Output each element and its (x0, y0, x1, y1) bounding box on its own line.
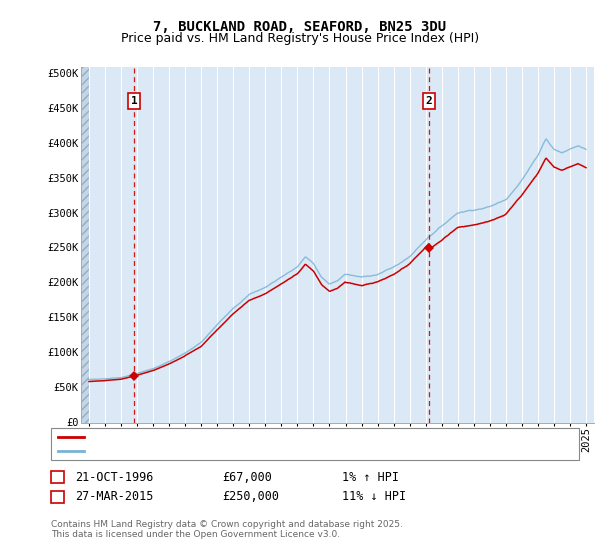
Text: Price paid vs. HM Land Registry's House Price Index (HPI): Price paid vs. HM Land Registry's House … (121, 32, 479, 45)
Text: £400K: £400K (47, 139, 79, 149)
Bar (81, 67, 89, 423)
Text: 7, BUCKLAND ROAD, SEAFORD, BN25 3DU (semi-detached house): 7, BUCKLAND ROAD, SEAFORD, BN25 3DU (sem… (89, 432, 457, 442)
Text: 2: 2 (54, 490, 61, 503)
Text: £450K: £450K (47, 104, 79, 114)
Text: 21-OCT-1996: 21-OCT-1996 (75, 470, 154, 484)
Text: Contains HM Land Registry data © Crown copyright and database right 2025.
This d: Contains HM Land Registry data © Crown c… (51, 520, 403, 539)
Text: £250,000: £250,000 (222, 490, 279, 503)
Text: 1: 1 (131, 96, 137, 106)
Text: 1: 1 (54, 470, 61, 484)
Text: £250K: £250K (47, 244, 79, 254)
Text: £67,000: £67,000 (222, 470, 272, 484)
Text: £200K: £200K (47, 278, 79, 288)
Text: 2: 2 (425, 96, 432, 106)
Text: 11% ↓ HPI: 11% ↓ HPI (342, 490, 406, 503)
Text: £50K: £50K (53, 383, 79, 393)
Text: 1% ↑ HPI: 1% ↑ HPI (342, 470, 399, 484)
Text: £300K: £300K (47, 209, 79, 218)
Text: £500K: £500K (47, 69, 79, 79)
Text: HPI: Average price, semi-detached house, Lewes: HPI: Average price, semi-detached house,… (89, 446, 361, 456)
Text: £0: £0 (66, 418, 79, 428)
Text: £100K: £100K (47, 348, 79, 358)
Text: £350K: £350K (47, 174, 79, 184)
Text: 7, BUCKLAND ROAD, SEAFORD, BN25 3DU: 7, BUCKLAND ROAD, SEAFORD, BN25 3DU (154, 20, 446, 34)
Text: £150K: £150K (47, 313, 79, 323)
Text: 27-MAR-2015: 27-MAR-2015 (75, 490, 154, 503)
